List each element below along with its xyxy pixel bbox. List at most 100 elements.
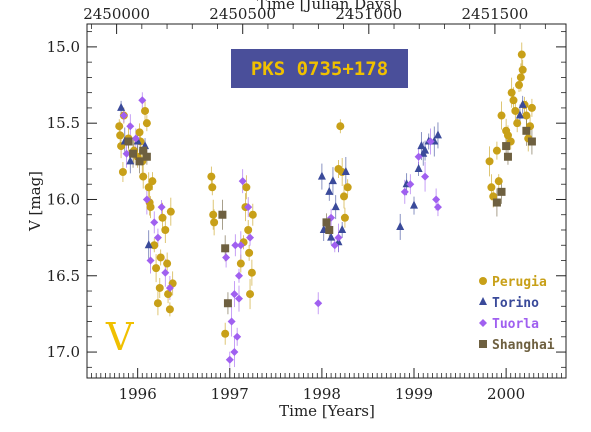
perugia-point <box>236 259 245 268</box>
shanghai-point <box>139 146 148 155</box>
tuorla-point <box>230 348 239 357</box>
x-tick-label: 2000 <box>487 385 525 403</box>
torino-point <box>417 141 426 150</box>
perugia-point <box>340 213 349 222</box>
perugia-point <box>209 210 218 219</box>
y-axis-label: V [mag] <box>26 171 44 232</box>
axis-ticks: 1996 1997 1998 1999 2000 2450000 2450500 245100… <box>47 5 567 403</box>
tuorla-point <box>146 256 155 265</box>
perugia-point <box>494 177 503 186</box>
legend: Perugia Torino Tuorla Shanghai <box>479 275 555 353</box>
shanghai-point <box>142 152 151 161</box>
perugia-point <box>207 172 216 181</box>
perugia-point <box>118 168 127 177</box>
torino-point <box>331 202 340 211</box>
legend-torino-marker <box>479 297 487 305</box>
tuorla-point <box>122 149 131 158</box>
perugia-point <box>242 183 251 192</box>
tuorla-point <box>314 299 323 308</box>
source-badge-background <box>231 49 408 88</box>
tuorla-point <box>421 172 430 181</box>
perugia-point <box>142 119 151 128</box>
tuorla-point <box>426 137 435 146</box>
perugia-point <box>166 207 175 216</box>
perugia-point <box>343 183 352 192</box>
x-axis-label: Time [Years] <box>279 402 375 420</box>
perugia-point <box>513 119 522 128</box>
perugia-point <box>527 103 536 112</box>
perugia-point <box>518 65 527 74</box>
tuorla-point <box>406 180 415 189</box>
tuorla-point <box>230 290 239 299</box>
tuorla-point <box>244 203 253 212</box>
shanghai-point <box>503 152 512 161</box>
y-tick-label: 17.0 <box>47 343 80 361</box>
perugia-point <box>208 183 217 192</box>
tuorla-point <box>126 122 135 131</box>
perugia-point <box>497 111 506 120</box>
tuorla-point <box>157 203 166 212</box>
perugia-point <box>153 299 162 308</box>
perugia-point <box>150 241 159 250</box>
torino-point <box>410 200 419 209</box>
torino-point <box>144 240 153 249</box>
x-tick-label: 1996 <box>119 385 157 403</box>
shanghai-point <box>492 198 501 207</box>
y-tick-label: 15.5 <box>47 114 80 132</box>
tuorla-point <box>138 96 147 105</box>
perugia-point <box>503 131 512 140</box>
data-points <box>115 50 536 364</box>
shanghai-point <box>124 137 133 146</box>
x-tick-label: 1997 <box>211 385 249 403</box>
perugia-point <box>164 290 173 299</box>
x-tick-label: 1999 <box>395 385 433 403</box>
perugia-point <box>509 96 518 105</box>
tuorla-point <box>227 317 236 326</box>
perugia-point <box>248 210 257 219</box>
tuorla-point <box>234 271 243 280</box>
top-tick-label: 2450000 <box>83 5 150 23</box>
tuorla-point <box>234 294 243 303</box>
shanghai-point <box>135 157 144 166</box>
perugia-point <box>522 111 531 120</box>
perugia-point <box>161 225 170 234</box>
perugia-point <box>152 264 161 273</box>
tuorla-point <box>222 253 231 262</box>
tuorla-point <box>400 187 409 196</box>
perugia-point <box>165 305 174 314</box>
perugia-point <box>156 253 165 262</box>
perugia-point <box>340 192 349 201</box>
perugia-point <box>141 106 150 115</box>
torino-point <box>515 110 524 119</box>
torino-point <box>433 130 442 139</box>
band-label: V <box>105 315 134 359</box>
top-tick-label: 2451500 <box>461 5 528 23</box>
perugia-point <box>517 50 526 59</box>
y-tick-label: 16.5 <box>47 267 80 285</box>
tuorla-point <box>150 218 159 227</box>
perugia-point <box>245 248 254 257</box>
top-tick-label: 2450500 <box>209 5 276 23</box>
torino-point <box>126 156 135 165</box>
top-tick-label: 2451000 <box>335 5 402 23</box>
perugia-point <box>148 177 157 186</box>
tuorla-point <box>433 203 442 212</box>
perugia-point <box>244 225 253 234</box>
perugia-point <box>246 290 255 299</box>
tuorla-point <box>153 233 162 242</box>
shanghai-point <box>218 210 227 219</box>
x-tick-label: 1998 <box>303 385 341 403</box>
perugia-point <box>511 106 520 115</box>
tuorla-point <box>330 241 339 250</box>
shanghai-point <box>502 142 511 151</box>
y-tick-label: 16.0 <box>47 190 80 208</box>
source-badge: PKS 0735+178 <box>231 49 408 88</box>
perugia-point <box>336 122 345 131</box>
shanghai-point <box>223 299 232 308</box>
tuorla-point <box>142 195 151 204</box>
tuorla-point <box>231 241 240 250</box>
legend-tuorla-label: Tuorla <box>492 317 539 332</box>
torino-point <box>414 163 423 172</box>
perugia-point <box>146 203 155 212</box>
